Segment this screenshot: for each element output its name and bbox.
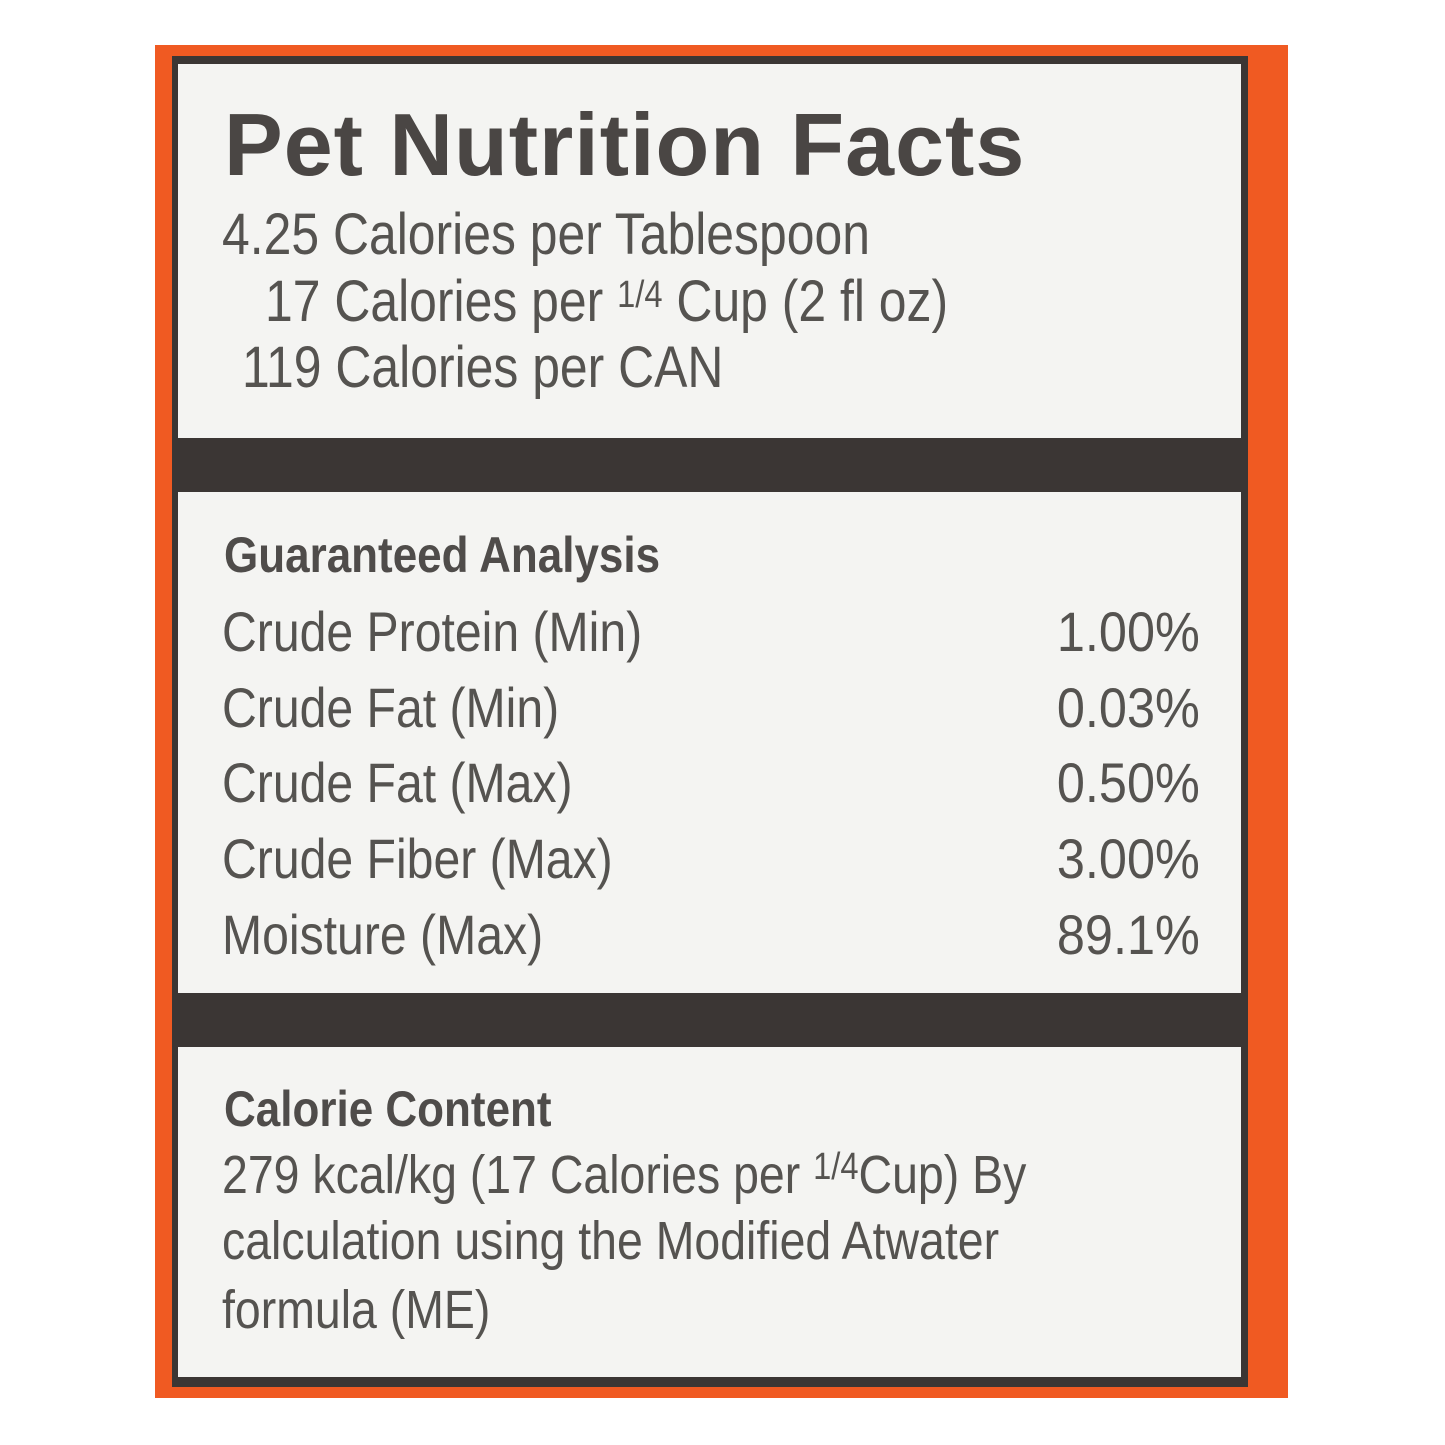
calories-text: 4.25 Calories per Tablespoon bbox=[222, 202, 870, 267]
calorie-content-text: 279 kcal/kg (17 Calories per bbox=[222, 1145, 801, 1205]
analysis-label: Crude Fat (Max) bbox=[222, 751, 573, 814]
calorie-content-line: formula (ME) bbox=[222, 1280, 491, 1340]
calorie-content-heading: Calorie Content bbox=[224, 1081, 552, 1137]
analysis-value: 89.1% bbox=[1057, 903, 1200, 966]
fraction: 1/4 bbox=[617, 274, 663, 316]
calorie-content-line: 279 kcal/kg (17 Calories per 1/4Cup) By bbox=[222, 1148, 1026, 1202]
calories-text: 17 Calories per bbox=[265, 269, 604, 334]
analysis-value: 3.00% bbox=[1057, 827, 1200, 890]
calories-text: Cup (2 fl oz) bbox=[676, 269, 949, 334]
analysis-label: Crude Protein (Min) bbox=[222, 600, 643, 663]
calories-panel bbox=[178, 64, 1241, 438]
fraction: 1/4 bbox=[813, 1146, 859, 1188]
calories-per-tablespoon: 4.25 Calories per Tablespoon bbox=[222, 206, 870, 264]
calorie-content-text: Cup) By bbox=[858, 1145, 1027, 1205]
analysis-label: Crude Fiber (Max) bbox=[222, 827, 613, 890]
analysis-panel bbox=[178, 492, 1241, 993]
analysis-label: Moisture (Max) bbox=[222, 903, 544, 966]
analysis-label: Crude Fat (Min) bbox=[222, 676, 560, 739]
calories-text: 119 Calories per CAN bbox=[242, 335, 724, 400]
analysis-value: 0.03% bbox=[1057, 676, 1200, 739]
page-title: Pet Nutrition Facts bbox=[224, 95, 1026, 194]
guaranteed-analysis-heading: Guaranteed Analysis bbox=[224, 527, 661, 583]
analysis-value: 0.50% bbox=[1057, 751, 1200, 814]
analysis-value: 1.00% bbox=[1057, 600, 1200, 663]
calories-per-can: 119 Calories per CAN bbox=[242, 339, 723, 397]
calorie-content-panel bbox=[178, 1047, 1241, 1377]
calorie-content-line: calculation using the Modified Atwater bbox=[222, 1211, 1000, 1271]
calories-per-quarter-cup: 17 Calories per 1/4 Cup (2 fl oz) bbox=[265, 273, 948, 331]
